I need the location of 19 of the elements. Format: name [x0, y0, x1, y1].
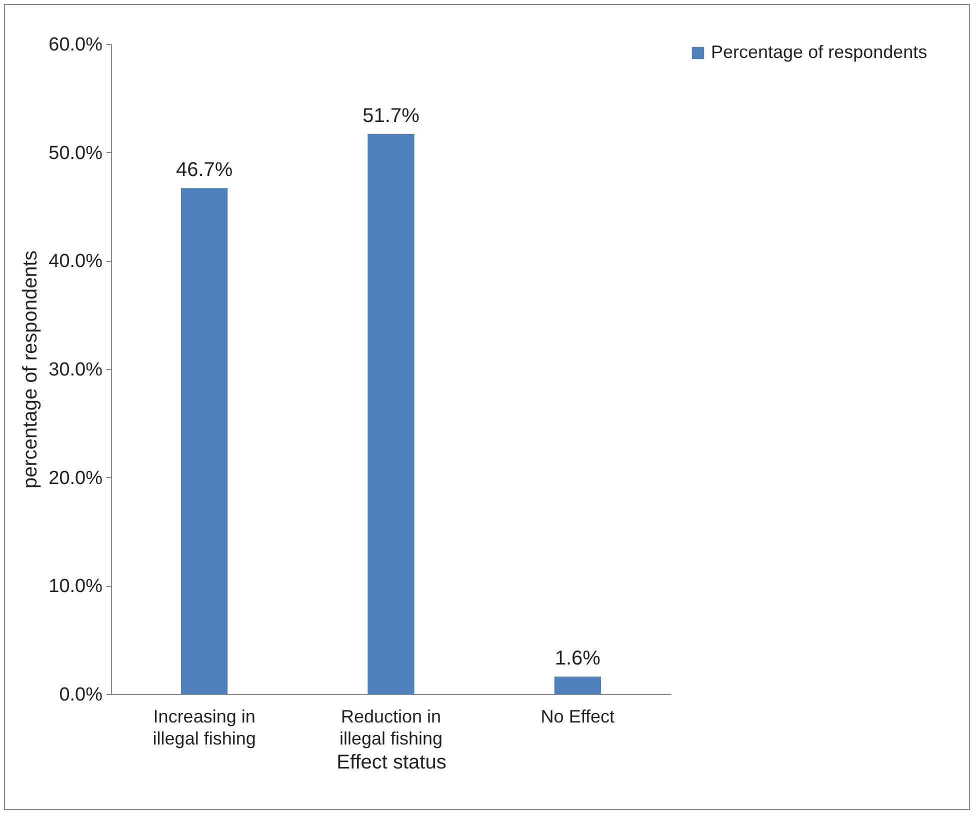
y-tick-label: 20.0%	[48, 468, 103, 489]
data-label: 1.6%	[554, 648, 601, 670]
y-tick-label: 0.0%	[59, 684, 103, 706]
y-tick-label: 50.0%	[48, 142, 103, 164]
x-tick-label: Increasing in illegal fishing	[152, 706, 256, 748]
y-tick-label: 60.0%	[48, 34, 103, 56]
y-axis-title: percentage of respondents	[20, 250, 42, 488]
x-tick-label: Reduction in illegal fishing	[339, 706, 443, 748]
y-tick-label: 30.0%	[48, 360, 103, 380]
bar	[368, 134, 414, 694]
data-label: 51.7%	[362, 104, 420, 127]
y-tick-label: 40.0%	[48, 251, 103, 272]
bar	[554, 676, 601, 694]
x-axis-title: Effect status	[336, 752, 446, 774]
data-label: 46.7%	[176, 159, 233, 182]
bar	[181, 188, 228, 694]
legend-label: Percentage of respondents	[711, 42, 928, 62]
y-tick-label: 10.0%	[48, 576, 103, 598]
x-tick-label: No Effect	[540, 706, 615, 726]
